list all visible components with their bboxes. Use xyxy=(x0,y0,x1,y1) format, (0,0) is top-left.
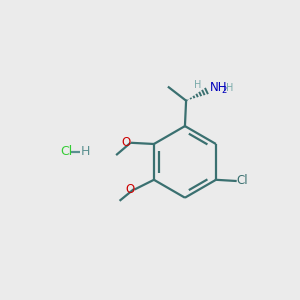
Text: H: H xyxy=(226,83,233,93)
Text: O: O xyxy=(125,183,134,196)
Text: Cl: Cl xyxy=(60,145,72,158)
Text: H: H xyxy=(81,145,91,158)
Text: H: H xyxy=(194,80,202,90)
Text: Cl: Cl xyxy=(237,175,248,188)
Text: 2: 2 xyxy=(221,86,227,95)
Text: O: O xyxy=(122,136,131,148)
Text: NH: NH xyxy=(210,82,227,94)
